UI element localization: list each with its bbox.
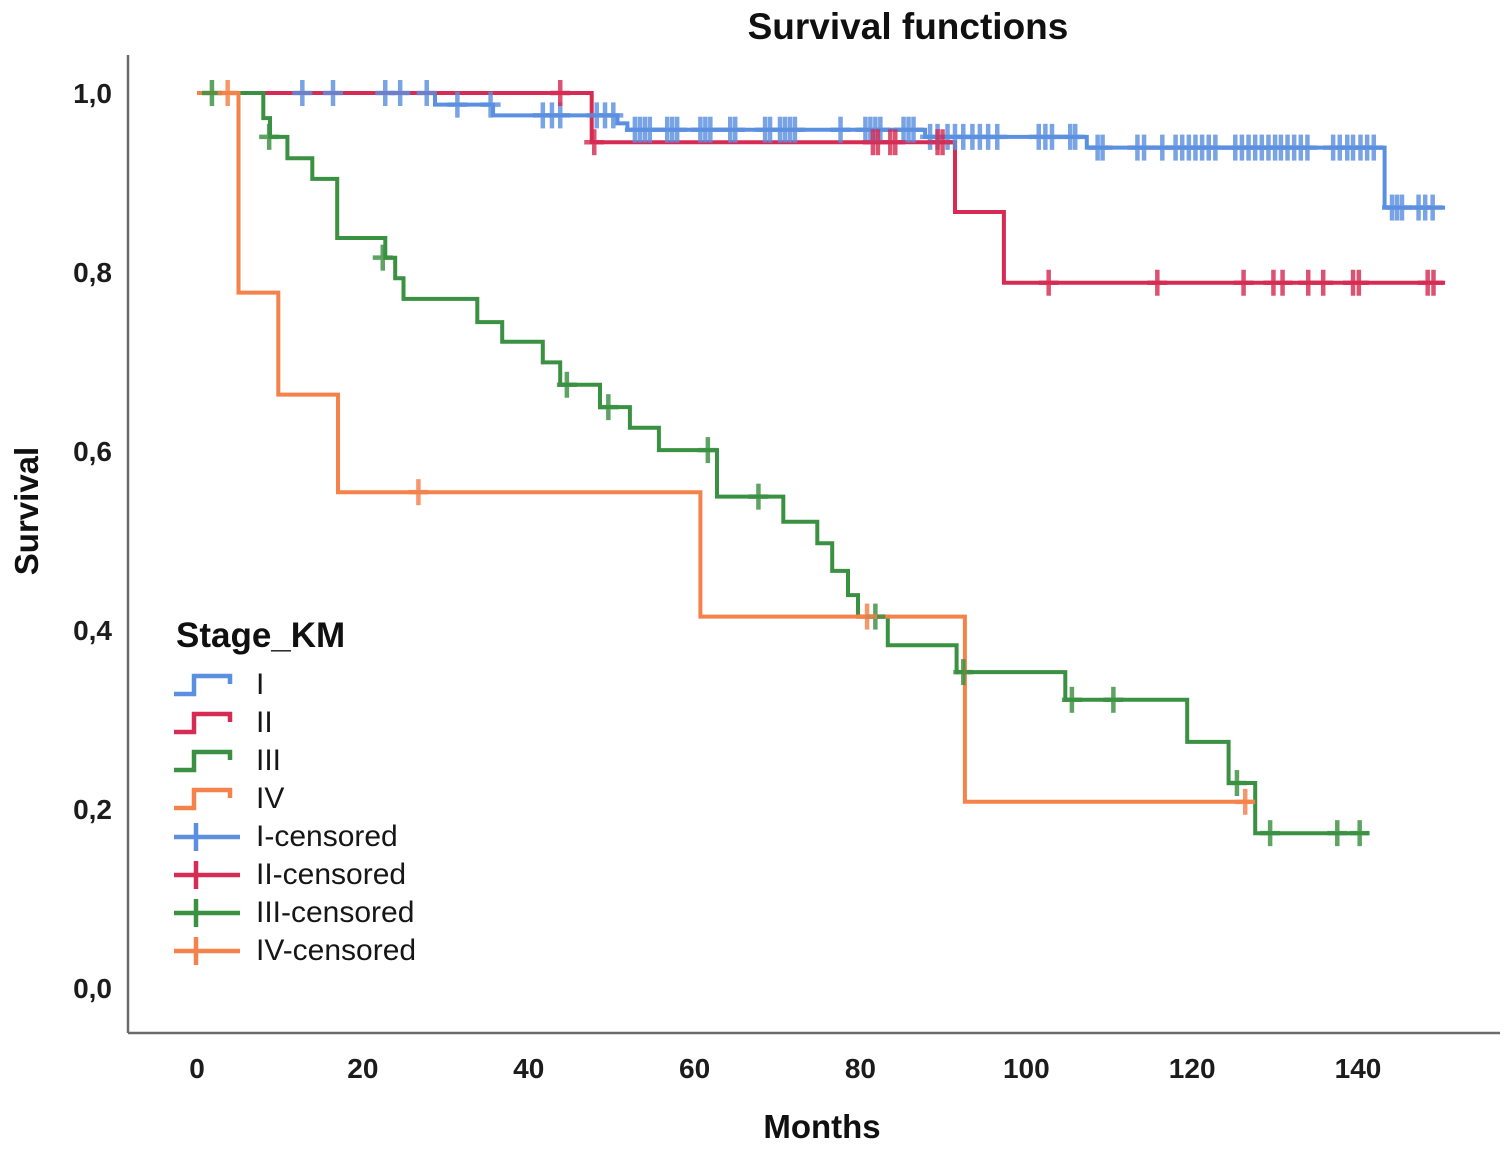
x-axis-title: Months	[763, 1108, 881, 1145]
x-tick-label: 0	[189, 1053, 205, 1084]
y-tick-label: 0,2	[73, 794, 112, 825]
legend: Stage_KM I II III IV I-censored II-censored II…	[170, 616, 416, 970]
series-IV-censor-marks	[217, 80, 1256, 815]
y-axis-title: Survival	[8, 446, 45, 576]
x-tick-label: 80	[845, 1053, 876, 1084]
legend-item-iii: III	[170, 742, 416, 780]
y-tick-label: 0,0	[73, 973, 112, 1004]
series-II-censor-marks	[550, 80, 1444, 296]
legend-item-i: I	[170, 666, 416, 704]
series-I-censor-marks	[292, 80, 1443, 221]
legend-entry-label: III	[256, 744, 282, 777]
step-line-glyph	[174, 749, 233, 773]
step-line-glyph	[174, 711, 233, 735]
y-tick-label: 1,0	[73, 78, 112, 109]
y-tick-label: 0,4	[73, 615, 112, 646]
legend-censor-swatch	[174, 823, 240, 851]
y-tick-label: 0,6	[73, 436, 112, 467]
series-I-curve	[197, 91, 1446, 210]
legend-item-ii: II	[170, 704, 416, 742]
legend-title: Stage_KM	[176, 616, 346, 655]
legend-line-swatch	[174, 711, 233, 735]
x-tick-label: 120	[1169, 1053, 1216, 1084]
series-II-curve	[197, 91, 1446, 285]
x-tick-label: 60	[679, 1053, 710, 1084]
plus-censor-glyph	[174, 823, 240, 851]
legend-items: I II III IV I-censored II-censored III-censore…	[170, 666, 416, 970]
y-tick-label: 0,8	[73, 257, 112, 288]
legend-entry-label: IV-censored	[256, 934, 417, 967]
legend-line-swatch	[174, 749, 233, 773]
legend-entry-label: III-censored	[256, 896, 415, 929]
plus-censor-glyph	[174, 861, 240, 889]
plus-censor-glyph	[174, 937, 240, 965]
legend-entry-label: I-censored	[256, 820, 398, 853]
legend-censor-swatch	[174, 937, 240, 965]
legend-entry-label: II	[256, 706, 273, 739]
x-tick-label: 100	[1003, 1053, 1050, 1084]
plus-censor-glyph	[174, 899, 240, 927]
step-line-glyph	[174, 673, 233, 697]
series-IV-curve	[197, 91, 1255, 804]
legend-line-swatch	[174, 787, 233, 811]
series-III-curve	[197, 91, 1369, 836]
x-tick-label: 20	[347, 1053, 378, 1084]
legend-censor-swatch	[174, 861, 240, 889]
x-tick-label: 140	[1335, 1053, 1382, 1084]
legend-item-iii-censored: III-censored	[170, 894, 416, 932]
legend-entry-label: IV	[256, 782, 285, 815]
step-line-glyph	[174, 787, 233, 811]
legend-item-ii-censored: II-censored	[170, 856, 416, 894]
legend-entry-label: I	[256, 668, 265, 701]
legend-item-iv: IV	[170, 780, 416, 818]
legend-item-i-censored: I-censored	[170, 818, 416, 856]
legend-item-iv-censored: IV-censored	[170, 932, 416, 970]
legend-line-swatch	[174, 673, 233, 697]
series-III-censor-marks	[201, 80, 1370, 847]
chart-title: Survival functions	[747, 6, 1069, 47]
legend-entry-label: II-censored	[256, 858, 407, 891]
x-tick-label: 40	[513, 1053, 544, 1084]
legend-censor-swatch	[174, 899, 240, 927]
